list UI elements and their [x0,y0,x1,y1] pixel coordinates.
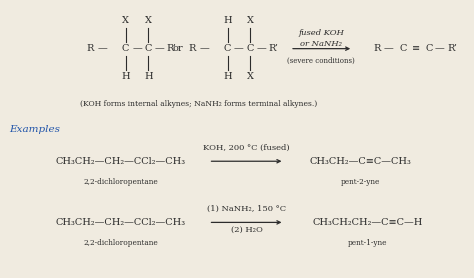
Text: ≡: ≡ [412,44,420,53]
Text: C: C [145,44,152,53]
Text: C: C [426,44,433,53]
Text: CH₃CH₂CH₂—C≡C—H: CH₃CH₂CH₂—C≡C—H [312,218,422,227]
Text: R’: R’ [268,44,278,53]
Text: X: X [247,16,254,25]
Text: (2) H₂O: (2) H₂O [230,226,263,234]
Text: fused KOH: fused KOH [299,29,344,37]
Text: 2,2-dichloropentane: 2,2-dichloropentane [83,239,158,247]
Text: C: C [399,44,407,53]
Text: CH₃CH₂—CH₂—CCl₂—CH₃: CH₃CH₂—CH₂—CCl₂—CH₃ [56,218,186,227]
Text: R: R [188,44,196,53]
Text: C: C [224,44,231,53]
Text: or NaNH₂: or NaNH₂ [301,40,342,48]
Text: H: H [223,72,232,81]
Text: pent-2-yne: pent-2-yne [340,178,380,186]
Text: H: H [121,72,130,81]
Text: C: C [246,44,254,53]
Text: CH₃CH₂—C≡C—CH₃: CH₃CH₂—C≡C—CH₃ [310,157,411,166]
Text: R: R [373,44,381,53]
Text: —: — [384,44,393,53]
Text: 2,2-dichloropentane: 2,2-dichloropentane [83,178,158,186]
Text: (severe conditions): (severe conditions) [288,57,355,65]
Text: (1) NaNH₂, 150 °C: (1) NaNH₂, 150 °C [207,205,286,213]
Text: —: — [155,44,164,53]
Text: R’: R’ [166,44,176,53]
Text: R’: R’ [448,44,457,53]
Text: (KOH forms internal alkynes; NaNH₂ forms terminal alkynes.): (KOH forms internal alkynes; NaNH₂ forms… [81,100,318,108]
Text: —: — [200,44,210,53]
Text: —: — [435,44,445,53]
Text: Examples: Examples [9,125,61,134]
Text: X: X [247,72,254,81]
Text: —: — [234,44,244,53]
Text: KOH, 200 °C (fused): KOH, 200 °C (fused) [203,144,290,152]
Text: C: C [122,44,129,53]
Text: —: — [98,44,108,53]
Text: —: — [132,44,142,53]
Text: X: X [145,16,152,25]
Text: H: H [223,16,232,25]
Text: CH₃CH₂—CH₂—CCl₂—CH₃: CH₃CH₂—CH₂—CCl₂—CH₃ [56,157,186,166]
Text: R: R [86,44,94,53]
Text: H: H [144,72,153,81]
Text: —: — [257,44,266,53]
Text: pent-1-yne: pent-1-yne [347,239,387,247]
Text: or: or [173,44,183,53]
Text: X: X [122,16,129,25]
